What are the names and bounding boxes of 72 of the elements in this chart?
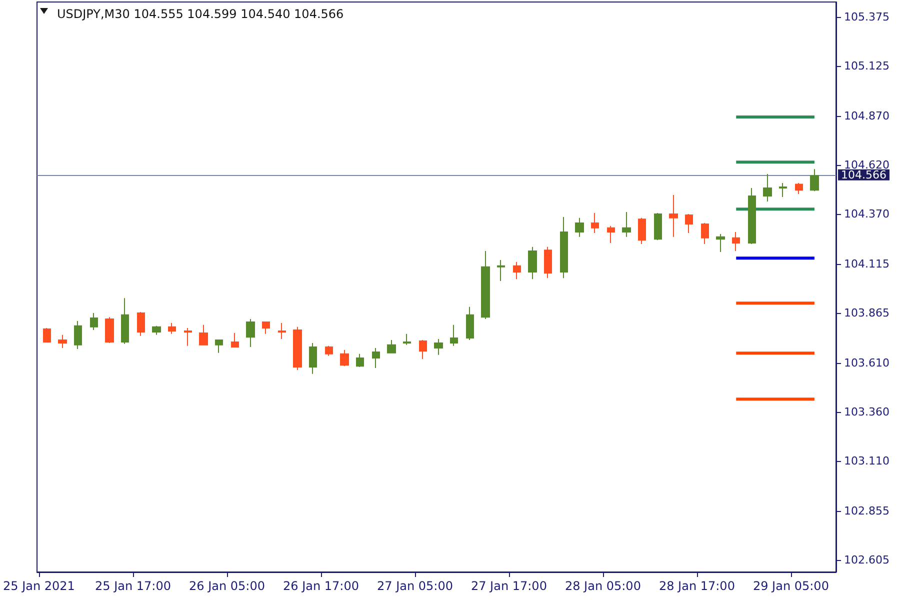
y-tick-label: 103.610 [844, 356, 890, 370]
candlestick [372, 348, 380, 369]
candlestick [528, 246, 537, 280]
y-tick-label: 103.110 [844, 454, 890, 468]
candlestick [716, 233, 725, 253]
candlestick [58, 334, 67, 349]
candlestick [513, 262, 521, 280]
candlestick [701, 222, 709, 244]
candlestick [105, 316, 114, 344]
y-tick-label: 104.115 [844, 257, 890, 270]
x-tick-label: 27 Jan 05:00 [376, 579, 453, 593]
candlestick [575, 217, 584, 238]
candlestick [795, 182, 803, 195]
candlestick [309, 342, 317, 374]
candlestick [356, 353, 364, 368]
x-tick-label: 26 Jan 05:00 [188, 579, 265, 593]
candlestick [481, 250, 490, 320]
x-tick-label: 26 Jan 17:00 [282, 579, 359, 593]
y-tick-label: 105.125 [844, 60, 890, 73]
candlestick [137, 311, 145, 336]
candlestick [152, 325, 161, 336]
candlestick [419, 340, 427, 360]
candlestick [293, 326, 302, 370]
candlestick [387, 340, 396, 354]
candlestick [231, 332, 239, 348]
chart-title: USDJPY,M30 104.555 104.599 104.540 104.566 [57, 7, 344, 21]
x-tick-label: 28 Jan 05:00 [564, 579, 641, 593]
candlestick [340, 349, 349, 367]
candlestick [403, 333, 411, 346]
candlestick [450, 324, 458, 346]
candlestick [810, 168, 819, 192]
y-tick-label: 103.865 [844, 306, 890, 320]
x-tick-label: 29 Jan 05:00 [752, 579, 829, 593]
candlestick [90, 312, 98, 331]
candlestick [622, 212, 631, 238]
candlestick [43, 328, 51, 342]
y-tick-label: 102.605 [844, 553, 890, 566]
candlestick [654, 212, 662, 241]
y-tick-label: 102.855 [844, 504, 890, 518]
candlestick [168, 322, 176, 334]
candlestick [278, 322, 286, 340]
candlestick [560, 216, 568, 279]
candlestick [669, 194, 678, 238]
candlestick [779, 182, 787, 198]
candlestick [607, 225, 615, 244]
candlestick [434, 338, 443, 356]
y-tick-label: 103.360 [844, 405, 890, 418]
y-tick-label: 105.375 [844, 10, 890, 24]
candlestick [763, 174, 772, 202]
candlestick [121, 298, 129, 344]
candlestick [748, 187, 756, 244]
candlestick [262, 321, 270, 334]
y-tick-label: 104.870 [844, 110, 890, 123]
candlestick [466, 306, 474, 341]
ref-line-label: 104.566 [841, 168, 886, 182]
candlestick [732, 232, 740, 252]
candlestick [215, 340, 223, 354]
candlestick [591, 212, 599, 234]
candlestick [199, 324, 208, 346]
x-tick-label: 27 Jan 17:00 [470, 579, 547, 593]
candlestick [544, 246, 552, 279]
candlestick [184, 328, 192, 346]
candlestick [74, 320, 82, 350]
y-tick-label: 104.370 [844, 208, 890, 221]
x-tick-label: 28 Jan 17:00 [658, 579, 735, 593]
candlestick [497, 260, 505, 282]
candlestick [325, 345, 333, 356]
candlestick [246, 318, 255, 348]
x-tick-label: 25 Jan 2021 [3, 579, 75, 593]
candlestick [638, 217, 646, 244]
x-tick-label: 25 Jan 17:00 [94, 579, 171, 593]
candlestick [685, 214, 693, 234]
